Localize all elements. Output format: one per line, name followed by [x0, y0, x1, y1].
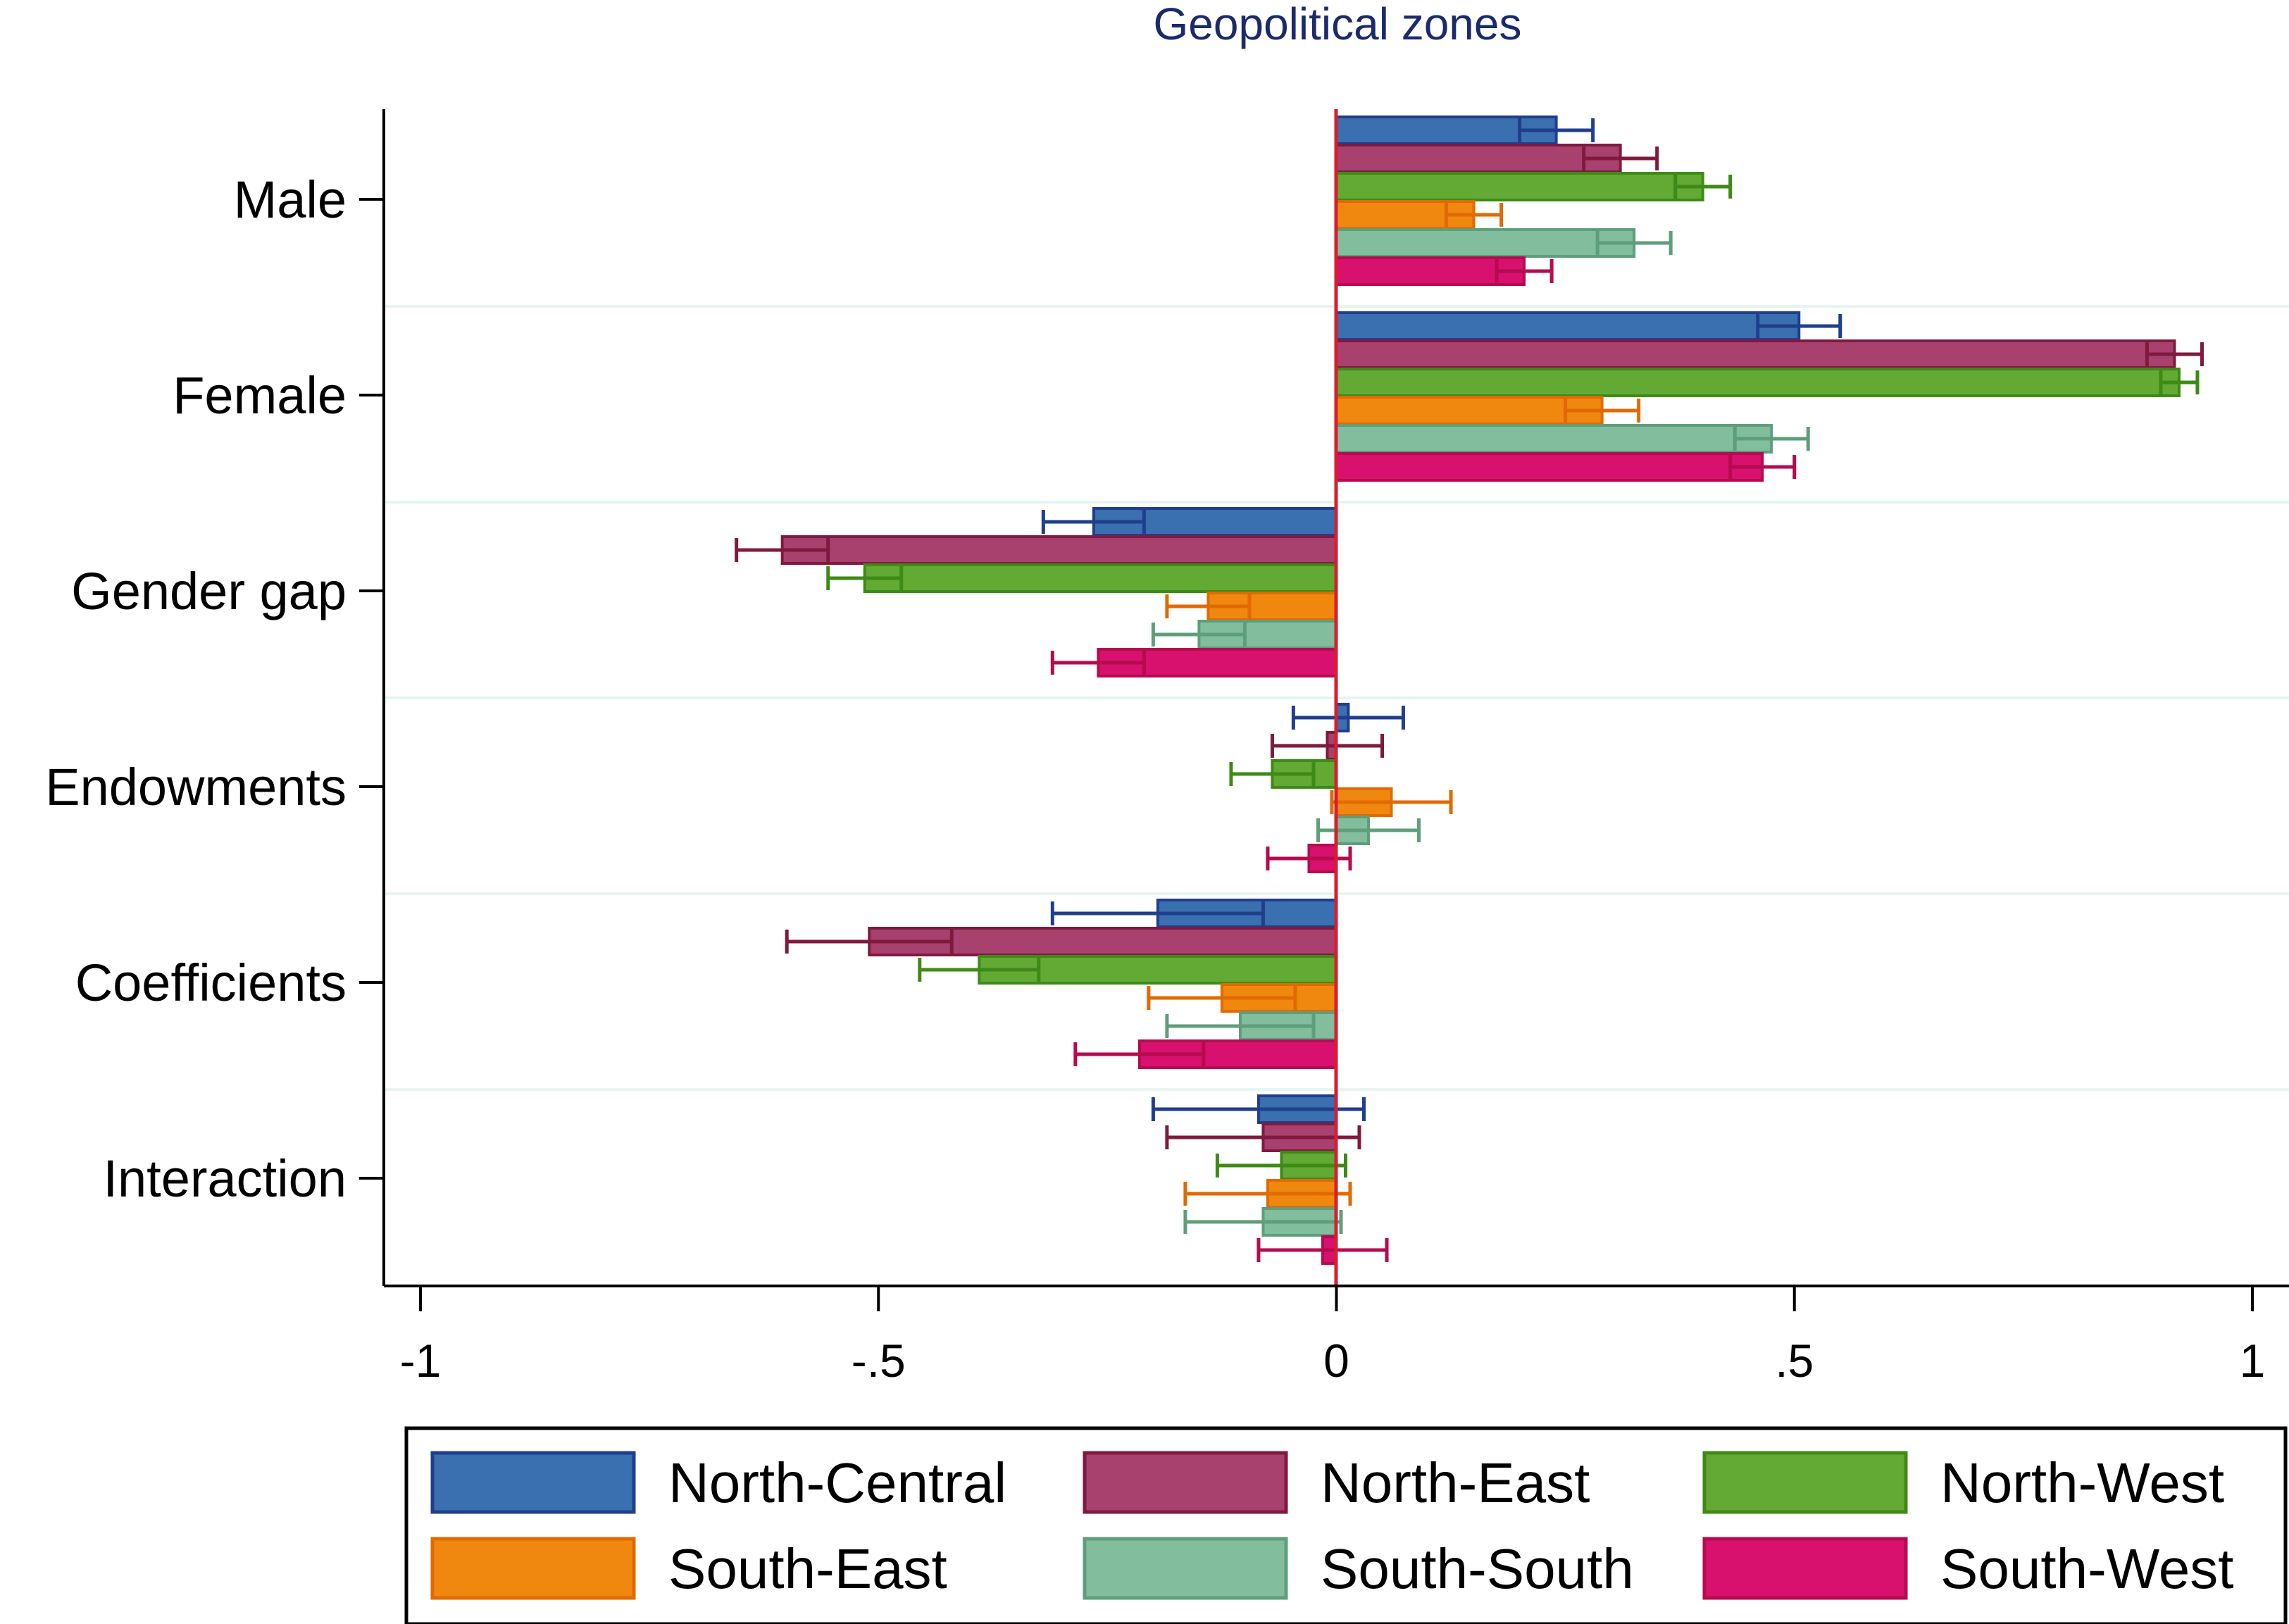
legend-swatch [430, 1537, 636, 1600]
legend-label: South-South [1321, 1537, 1634, 1600]
legend-item-south-south: South-South [1083, 1537, 1634, 1600]
error-bar-south-west-gender-gap [1050, 651, 1146, 675]
error-bar-north-west-female [2159, 370, 2200, 394]
error-bar-north-central-female [1756, 314, 1842, 338]
y-tick-label-gender-gap: Gender gap [71, 562, 347, 620]
bar-south-east-female [1335, 396, 1604, 425]
legend-box [404, 1426, 2288, 1624]
bar-north-east-male [1335, 144, 1622, 173]
y-tick-label-female: Female [173, 366, 347, 425]
legend-item-south-west: South-West [1702, 1537, 2233, 1600]
error-bar-north-west-interaction [1215, 1154, 1348, 1178]
error-bar-south-west-female [1728, 455, 1797, 479]
bar-north-west-male [1335, 172, 1704, 201]
x-tick-label: 0 [1323, 1335, 1349, 1387]
bar-north-central-female [1335, 311, 1801, 341]
legend-swatch [430, 1451, 636, 1514]
legend-label: South-East [668, 1537, 947, 1600]
error-bar-north-west-male [1673, 175, 1733, 199]
legend-item-south-east: South-East [430, 1537, 947, 1600]
error-bar-north-west-gender-gap [826, 566, 904, 590]
x-tick-label: .5 [1775, 1335, 1814, 1387]
legend-swatch [1702, 1451, 1908, 1514]
chart-title: Geopolitical zones [1154, 0, 1522, 49]
error-bar-south-south-interaction [1183, 1210, 1343, 1234]
x-ticks: -1 -.5 0 .5 1 [400, 1286, 2266, 1387]
legend-label: South-West [1940, 1537, 2233, 1600]
error-bar-south-east-endowments [1330, 790, 1453, 814]
error-bar-south-east-gender-gap [1165, 594, 1252, 618]
legend-label: North-East [1321, 1451, 1590, 1514]
error-bar-north-east-gender-gap [735, 538, 830, 562]
error-bar-north-east-interaction [1165, 1125, 1361, 1149]
bars [780, 115, 2181, 1265]
bar-south-west-male [1335, 256, 1526, 286]
legend-swatch [1702, 1537, 1908, 1600]
error-bars [735, 118, 2204, 1262]
bar-south-south-female [1335, 424, 1773, 454]
legend-item-north-east: North-East [1083, 1451, 1590, 1514]
bar-north-west-gender-gap [863, 563, 1338, 593]
legend-swatch [1083, 1451, 1288, 1514]
error-bar-north-central-endowments [1291, 706, 1405, 730]
bar-north-west-female [1335, 368, 2181, 397]
error-bar-south-south-gender-gap [1151, 623, 1247, 647]
error-bar-south-east-interaction [1183, 1182, 1352, 1206]
error-bar-south-west-coefficients [1073, 1042, 1206, 1066]
error-bar-north-east-female [2145, 342, 2204, 366]
bar-south-south-male [1335, 228, 1636, 258]
legend-item-north-west: North-West [1702, 1451, 2224, 1514]
y-ticks: Male Female Gender gap Endowments Coefficien… [45, 170, 384, 1208]
x-tick-label: 1 [2240, 1335, 2266, 1387]
legend-label: North-West [1940, 1451, 2224, 1514]
y-tick-label-coefficients: Coefficients [75, 954, 347, 1012]
bar-north-east-gender-gap [780, 535, 1338, 565]
bar-north-east-female [1335, 339, 2176, 369]
y-tick-label-male: Male [234, 170, 347, 229]
error-bar-north-west-endowments [1229, 762, 1316, 786]
error-bar-north-central-coefficients [1050, 901, 1265, 925]
legend: North-Central North-East North-West South-E… [404, 1426, 2288, 1624]
error-bar-south-south-female [1733, 427, 1810, 451]
error-bar-north-east-coefficients [785, 930, 954, 954]
error-bar-south-south-coefficients [1165, 1014, 1316, 1038]
error-bar-north-east-endowments [1270, 734, 1385, 758]
error-bar-north-east-male [1582, 146, 1659, 170]
error-bar-north-west-coefficients [918, 958, 1041, 982]
y-tick-label-endowments: Endowments [45, 758, 347, 816]
y-tick-label-interaction: Interaction [103, 1149, 347, 1208]
x-tick-label: -1 [400, 1335, 442, 1387]
error-bar-south-east-coefficients [1147, 986, 1297, 1010]
error-bar-south-west-male [1495, 259, 1554, 283]
error-bar-south-east-female [1564, 399, 1641, 423]
bar-south-west-female [1335, 452, 1764, 482]
legend-label: North-Central [668, 1451, 1006, 1514]
error-bar-south-south-male [1595, 231, 1673, 255]
error-bar-north-central-male [1518, 118, 1595, 142]
legend-item-north-central: North-Central [430, 1451, 1006, 1514]
error-bar-north-central-gender-gap [1041, 510, 1146, 534]
legend-swatch [1083, 1537, 1288, 1600]
error-bar-north-central-interaction [1151, 1097, 1366, 1121]
x-tick-label: -.5 [852, 1335, 906, 1387]
error-bar-south-east-male [1445, 203, 1504, 227]
error-bar-south-west-interaction [1256, 1238, 1389, 1262]
